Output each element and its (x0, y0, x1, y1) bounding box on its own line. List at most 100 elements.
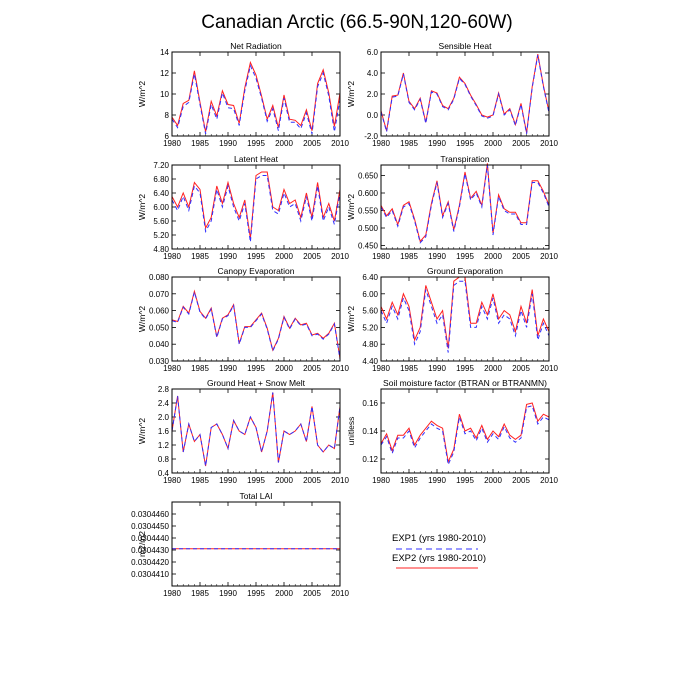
y-tick-label: 6.40 (153, 189, 169, 198)
x-tick-label: 1980 (163, 364, 181, 373)
x-tick-label: 2010 (540, 252, 558, 261)
y-tick-label: 0.450 (358, 242, 379, 251)
plot-frame (171, 276, 341, 362)
series-line-exp1 (171, 290, 341, 360)
x-tick-label: 2010 (331, 252, 349, 261)
panel-transpiration: Transpiration W/m^2 1980 1985 1990 1995 2000 20… (346, 154, 558, 261)
x-tick-label: 1980 (372, 139, 390, 148)
panel-title: Canopy Evaporation (217, 266, 294, 276)
y-tick-label: 10 (160, 90, 169, 99)
x-tick-label: 1985 (400, 252, 418, 261)
x-tick-label: 2005 (512, 364, 530, 373)
plot-frame (171, 388, 341, 474)
x-tick-label: 2000 (275, 589, 293, 598)
plot-frame (171, 501, 341, 587)
plot-frame (171, 164, 341, 250)
y-tick-label: 0.0304420 (131, 558, 169, 567)
plot-frame (380, 51, 550, 137)
x-tick-label: 2010 (540, 139, 558, 148)
y-tick-label: 0.0304460 (131, 510, 169, 519)
y-tick-label: 0.0304430 (131, 546, 169, 555)
y-tick-label: 0.080 (149, 273, 170, 282)
y-tick-label: 0.0304450 (131, 522, 169, 531)
y-tick-label: 6.00 (153, 203, 169, 212)
y-tick-label: -2.0 (364, 132, 378, 141)
x-tick-label: 1990 (219, 476, 237, 485)
x-tick-label: 1995 (456, 364, 474, 373)
y-tick-label: 5.20 (362, 323, 378, 332)
y-tick-label: 0.500 (358, 224, 379, 233)
panel-title: Soil moisture factor (BTRAN or BTRANMN) (383, 378, 547, 388)
y-tick-label: 0.550 (358, 207, 379, 216)
x-tick-label: 1990 (219, 589, 237, 598)
panel-title: Net Radiation (230, 41, 282, 51)
plot-frame (380, 276, 550, 362)
y-tick-label: 6.00 (362, 290, 378, 299)
y-tick-label: 0.060 (149, 307, 170, 316)
panel-canopy-evaporation: Canopy Evaporation W/m^2 1980 1985 1990 1995 2… (137, 266, 349, 373)
x-tick-label: 1995 (456, 252, 474, 261)
y-tick-label: 0.16 (362, 399, 378, 408)
y-tick-label: 0.600 (358, 189, 379, 198)
y-tick-label: 0.4 (158, 469, 170, 478)
panel-ground-evaporation: Ground Evaporation W/m^2 1980 1985 1990 1995 2… (346, 266, 558, 373)
y-tick-label: 4.80 (153, 245, 169, 254)
y-axis-label: W/m^2 (346, 306, 356, 332)
x-tick-label: 2005 (512, 252, 530, 261)
x-tick-label: 2000 (484, 252, 502, 261)
x-tick-label: 1990 (428, 476, 446, 485)
y-tick-label: 0.0 (367, 111, 379, 120)
y-tick-label: 5.60 (153, 217, 169, 226)
y-tick-label: 0.050 (149, 323, 170, 332)
x-tick-label: 2000 (484, 476, 502, 485)
x-tick-label: 1995 (247, 589, 265, 598)
y-tick-label: 0.0304410 (131, 570, 169, 579)
x-tick-label: 1990 (428, 139, 446, 148)
x-tick-label: 1985 (191, 589, 209, 598)
x-tick-label: 2000 (275, 364, 293, 373)
plot-frame (380, 388, 550, 474)
x-tick-label: 1980 (372, 364, 390, 373)
x-tick-label: 1985 (191, 476, 209, 485)
x-tick-label: 2000 (275, 252, 293, 261)
x-tick-label: 2000 (484, 364, 502, 373)
legend-label-exp2: EXP2 (yrs 1980-2010) (392, 553, 486, 564)
series-line-exp1 (380, 280, 550, 353)
x-tick-label: 2010 (331, 589, 349, 598)
series-line-exp2 (171, 171, 341, 239)
x-tick-label: 1990 (219, 364, 237, 373)
panel-latent-heat: Latent Heat W/m^2 1980 1985 1990 1995 2000 2005… (137, 154, 349, 261)
x-tick-label: 1985 (191, 252, 209, 261)
x-tick-label: 2000 (484, 139, 502, 148)
y-tick-label: 0.0304440 (131, 534, 169, 543)
y-tick-label: 5.20 (153, 231, 169, 240)
panel-net-radiation: Net Radiation W/m^2 1980 1985 1990 1995 2000 20… (137, 41, 349, 148)
series-line-exp2 (380, 402, 550, 464)
panel-title: Ground Heat + Snow Melt (207, 378, 306, 388)
y-tick-label: 0.14 (362, 427, 378, 436)
y-tick-label: 0.030 (149, 357, 170, 366)
y-tick-label: 4.80 (362, 340, 378, 349)
panel-sensible-heat: Sensible Heat W/m^2 1980 1985 1990 1995 2000 20… (346, 41, 558, 148)
y-tick-label: 0.8 (158, 455, 170, 464)
x-tick-label: 2010 (540, 476, 558, 485)
panel-title: Ground Evaporation (427, 266, 503, 276)
y-tick-label: 4.0 (367, 69, 379, 78)
y-tick-label: 2.4 (158, 399, 170, 408)
x-tick-label: 2005 (303, 252, 321, 261)
x-tick-label: 1980 (163, 589, 181, 598)
x-tick-label: 2010 (331, 476, 349, 485)
y-tick-label: 6.0 (367, 48, 379, 57)
panel-ground-heat-snow-melt: Ground Heat + Snow Melt W/m^2 1980 1985 1990… (137, 378, 349, 485)
panels: Net Radiation W/m^2 1980 1985 1990 1995 2000 20… (131, 41, 558, 598)
x-tick-label: 1995 (456, 476, 474, 485)
x-tick-label: 1985 (400, 476, 418, 485)
panel-title: Transpiration (440, 154, 490, 164)
y-tick-label: 6.80 (153, 175, 169, 184)
x-tick-label: 2000 (275, 476, 293, 485)
y-tick-label: 0.12 (362, 455, 378, 464)
y-tick-label: 6 (165, 132, 170, 141)
series-line-exp2 (380, 276, 550, 349)
x-tick-label: 1980 (163, 476, 181, 485)
